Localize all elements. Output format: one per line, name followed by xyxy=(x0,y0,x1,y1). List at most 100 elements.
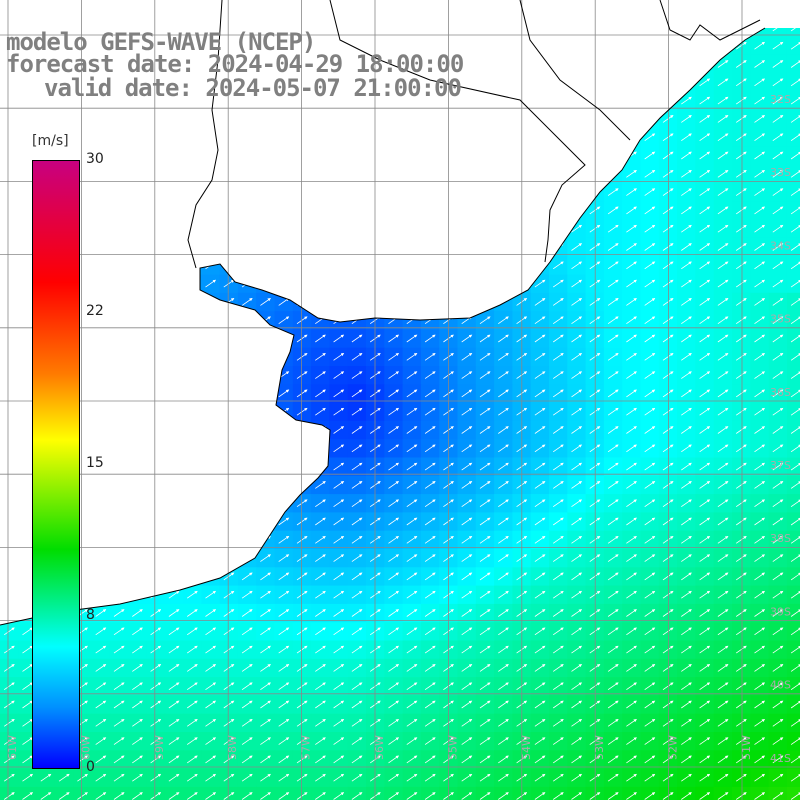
wind-arrow xyxy=(223,224,235,233)
wind-arrow xyxy=(95,133,107,142)
wind-arrow xyxy=(150,517,162,526)
wind-cell xyxy=(677,164,696,184)
wind-arrow xyxy=(479,426,491,434)
wind-cell xyxy=(366,677,385,696)
wind-cell xyxy=(237,237,257,257)
wind-cell xyxy=(366,384,385,404)
wind-arrow xyxy=(571,41,583,50)
wind-arrow xyxy=(315,115,326,123)
wind-arrow xyxy=(571,371,583,379)
wind-cell xyxy=(457,311,477,330)
wind-cell xyxy=(732,109,751,129)
wind-cell xyxy=(219,585,239,605)
wind-cell xyxy=(713,164,733,184)
wind-arrow xyxy=(772,261,784,270)
wind-arrow xyxy=(95,188,107,196)
wind-cell xyxy=(457,457,477,477)
wind-arrow xyxy=(3,224,15,233)
wind-arrow xyxy=(479,28,491,32)
wind-cell xyxy=(292,713,312,733)
wind-arrow xyxy=(186,151,198,160)
wind-arrow xyxy=(3,169,15,178)
wind-arrow xyxy=(150,151,162,160)
wind-cell xyxy=(640,475,660,495)
wind-arrow xyxy=(735,298,747,306)
wind-cell xyxy=(786,256,800,276)
wind-arrow xyxy=(717,407,729,416)
wind-cell xyxy=(603,219,623,239)
wind-cell xyxy=(0,292,19,312)
wind-cell xyxy=(329,475,349,495)
wind-arrow xyxy=(681,6,691,13)
wind-arrow xyxy=(113,517,125,526)
wind-arrow xyxy=(699,352,711,361)
wind-cell xyxy=(530,366,550,385)
wind-arrow xyxy=(3,151,15,160)
wind-cell xyxy=(768,549,788,568)
wind-cell xyxy=(622,475,642,495)
wind-arrow xyxy=(260,481,271,489)
wind-cell xyxy=(402,475,422,495)
wind-arrow xyxy=(22,169,34,178)
wind-cell xyxy=(713,128,733,147)
wind-arrow xyxy=(607,78,619,87)
wind-cell xyxy=(0,439,19,459)
wind-cell xyxy=(0,91,19,111)
wind-arrow xyxy=(790,151,800,160)
wind-cell xyxy=(366,695,385,715)
wind-cell xyxy=(55,0,74,19)
wind-cell xyxy=(329,274,349,294)
wind-arrow xyxy=(790,169,800,178)
wind-arrow xyxy=(205,499,217,508)
wind-cell xyxy=(128,420,147,440)
wind-cell xyxy=(329,530,349,550)
wind-arrow xyxy=(315,481,326,489)
wind-arrow xyxy=(589,41,601,50)
wind-cell xyxy=(567,128,587,147)
wind-arrow xyxy=(699,389,711,398)
wind-cell xyxy=(311,567,330,587)
wind-cell xyxy=(677,512,696,532)
wind-cell xyxy=(768,54,788,74)
wind-cell xyxy=(109,237,129,257)
wind-arrow xyxy=(735,261,747,270)
wind-arrow xyxy=(626,462,637,471)
wind-arrow xyxy=(223,169,235,178)
wind-cell xyxy=(420,494,440,513)
wind-arrow xyxy=(626,334,637,343)
wind-cell xyxy=(256,183,276,202)
wind-cell xyxy=(567,530,587,550)
wind-cell xyxy=(786,366,800,385)
wind-arrow xyxy=(388,169,400,178)
wind-cell xyxy=(219,750,239,770)
wind-cell xyxy=(494,786,513,800)
wind-arrow xyxy=(754,188,766,196)
wind-arrow xyxy=(662,78,674,87)
wind-cell xyxy=(420,622,440,642)
wind-cell xyxy=(494,347,513,367)
wind-cell xyxy=(622,274,642,294)
wind-cell xyxy=(713,420,733,440)
wind-cell xyxy=(0,237,19,257)
wind-arrow xyxy=(790,371,800,379)
wind-cell xyxy=(732,146,751,166)
wind-arrow xyxy=(113,169,125,178)
wind-arrow xyxy=(479,389,491,398)
wind-arrow xyxy=(3,609,15,617)
wind-arrow xyxy=(241,499,253,508)
wind-arrow xyxy=(22,133,34,142)
wind-arrow xyxy=(552,371,564,379)
wind-cell xyxy=(146,475,166,495)
wind-cell xyxy=(457,219,477,239)
wind-arrow xyxy=(333,188,345,196)
wind-arrow xyxy=(150,169,162,178)
wind-cell xyxy=(109,585,129,605)
wind-cell xyxy=(201,146,221,166)
wind-arrow xyxy=(717,334,729,343)
wind-cell xyxy=(329,347,349,367)
wind-arrow xyxy=(571,462,583,471)
wind-cell xyxy=(109,786,129,800)
wind-cell xyxy=(18,786,38,800)
wind-cell xyxy=(622,512,642,532)
wind-cell xyxy=(0,146,19,166)
